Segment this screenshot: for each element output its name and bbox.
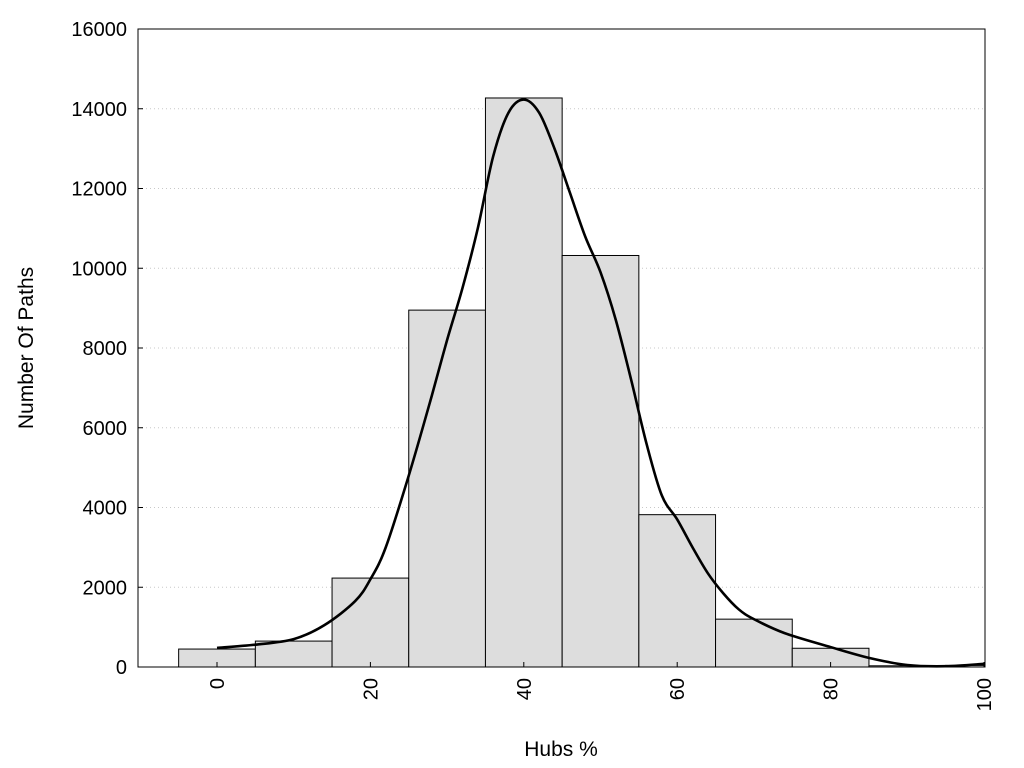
y-tick-label: 12000: [71, 179, 127, 201]
histogram-bars: [178, 97, 986, 668]
x-axis-title: Hubs %: [524, 738, 598, 761]
x-tick-label: 0: [207, 678, 229, 689]
x-tick-label: 80: [821, 678, 843, 700]
y-tick-label: 0: [116, 657, 127, 679]
histogram-bar: [561, 254, 640, 668]
x-tick-label: 40: [514, 678, 536, 700]
histogram-bar: [715, 618, 793, 668]
y-tick-label: 14000: [71, 99, 127, 121]
y-tick-label: 2000: [83, 577, 128, 599]
x-axis-ticks: 0 20 40 60 80 100: [207, 662, 996, 711]
x-tick-label: 20: [360, 678, 382, 700]
y-axis-ticks: 0 2000 4000 6000 8000 10000 12000 14000 16000: [71, 19, 143, 679]
density-curve-group: [216, 98, 985, 668]
x-tick-label: 60: [667, 678, 689, 700]
histogram-bar: [331, 577, 410, 668]
y-tick-label: 6000: [83, 418, 128, 440]
histogram-bar: [254, 640, 333, 668]
y-tick-label: 10000: [71, 258, 127, 280]
y-tick-label: 4000: [83, 498, 128, 520]
x-tick-label: 100: [974, 678, 996, 711]
y-axis-title: Number Of Paths: [15, 267, 38, 429]
histogram-bar: [408, 309, 486, 668]
density-curve: [216, 98, 985, 668]
histogram-bar: [484, 97, 563, 668]
y-tick-label: 8000: [83, 338, 128, 360]
y-tick-label: 16000: [71, 19, 127, 41]
histogram-bar: [638, 514, 717, 668]
